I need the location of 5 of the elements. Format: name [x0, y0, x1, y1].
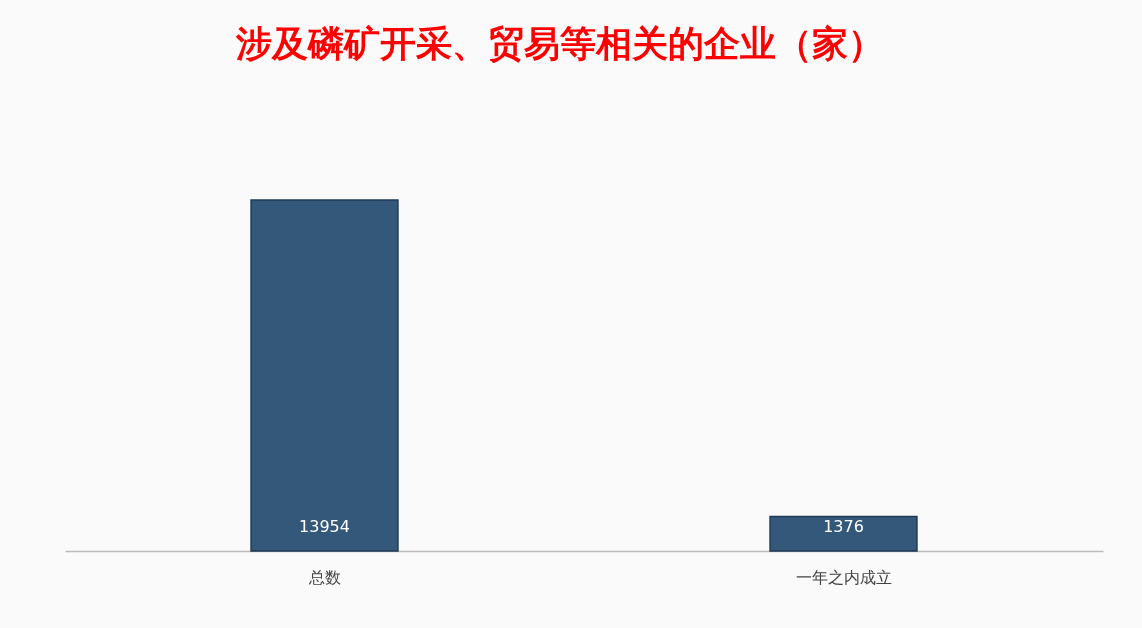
x-tick-label: 一年之内成立	[795, 567, 892, 587]
chart-title: 涉及磷矿开采、贸易等相关的企业（家）	[235, 23, 884, 65]
data-label: 1376	[823, 517, 864, 536]
x-tick-label: 总数	[307, 567, 341, 587]
data-label: 13954	[299, 517, 350, 536]
